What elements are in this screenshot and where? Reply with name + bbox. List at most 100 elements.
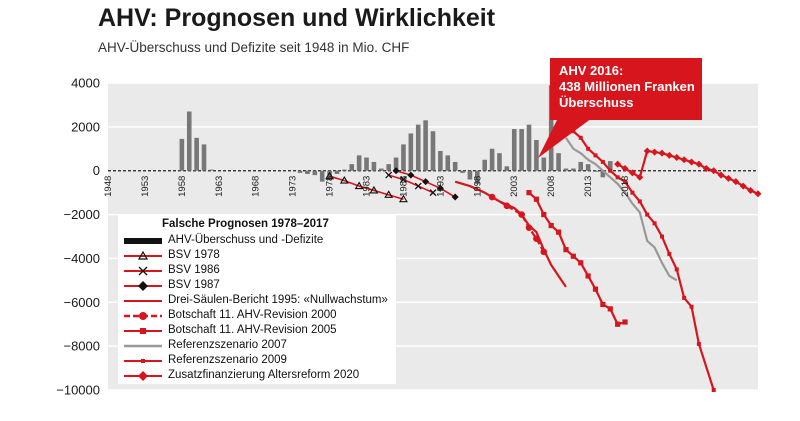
series-marker bbox=[711, 388, 716, 392]
chart-title: AHV: Prognosen und Wirklichkeit bbox=[98, 4, 496, 32]
y-tick-label: −2000 bbox=[63, 207, 100, 222]
legend-swatch-dashed-dot-icon bbox=[124, 312, 162, 320]
series-marker bbox=[645, 212, 650, 217]
series-marker bbox=[585, 273, 591, 279]
chart-subtitle: AHV-Überschuss und Defizite seit 1948 in… bbox=[98, 40, 410, 55]
x-tick-label: 1973 bbox=[288, 176, 299, 197]
actual-bar bbox=[201, 144, 207, 171]
series-marker bbox=[518, 211, 525, 218]
series-marker bbox=[525, 224, 533, 232]
series-marker bbox=[754, 190, 762, 198]
actual-bar bbox=[393, 157, 399, 171]
actual-bar bbox=[452, 161, 458, 171]
x-tick-label: 1993 bbox=[435, 176, 446, 197]
series-marker bbox=[696, 341, 701, 346]
legend-item-actual: AHV-Überschuss und -Defizite bbox=[124, 234, 396, 249]
series-marker bbox=[325, 171, 335, 180]
y-tick-label: −8000 bbox=[63, 339, 100, 354]
series-marker bbox=[503, 202, 511, 210]
series-marker bbox=[615, 321, 621, 327]
legend-swatch-gray-line-icon bbox=[124, 344, 162, 348]
series-marker bbox=[578, 260, 584, 266]
series-marker bbox=[533, 196, 540, 202]
legend-label: Referenzszenario 2007 bbox=[168, 339, 287, 351]
actual-bar bbox=[475, 170, 480, 184]
series-marker bbox=[541, 211, 547, 218]
series-marker bbox=[526, 190, 532, 196]
series-marker bbox=[724, 174, 732, 182]
actual-bar bbox=[511, 129, 517, 171]
legend-label: Botschaft 11. AHV-Revision 2000 bbox=[168, 309, 337, 321]
x-tick-label: 1978 bbox=[325, 176, 336, 197]
legend-label: Zusatzfinanzierung Altersreform 2020 bbox=[168, 369, 360, 381]
series-marker bbox=[392, 167, 400, 175]
actual-bar bbox=[585, 164, 591, 171]
series-marker bbox=[621, 165, 629, 173]
legend: Falsche Prognosen 1978–2017 AHV-Überschu… bbox=[118, 214, 396, 384]
series-marker bbox=[578, 135, 583, 140]
legend-item-ref2007: Referenzszenario 2007 bbox=[124, 339, 396, 354]
series-marker bbox=[622, 319, 628, 325]
y-tick-label: −10000 bbox=[56, 383, 100, 398]
series-marker bbox=[739, 182, 747, 190]
x-tick-label: 1958 bbox=[177, 176, 188, 197]
series-marker bbox=[540, 248, 548, 256]
x-tick-label: 1963 bbox=[214, 176, 225, 197]
y-tick-label: −4000 bbox=[63, 251, 100, 266]
callout-line-1: AHV 2016: bbox=[559, 63, 624, 78]
series-marker bbox=[422, 178, 430, 186]
callout-line-3: Überschuss bbox=[559, 95, 634, 110]
series-marker bbox=[667, 252, 672, 257]
series-marker bbox=[414, 182, 422, 190]
actual-bar bbox=[534, 140, 539, 171]
legend-label: BSV 1986 bbox=[168, 264, 220, 276]
series-marker bbox=[665, 151, 673, 159]
actual-bar bbox=[571, 168, 576, 171]
series-marker bbox=[548, 222, 554, 229]
series-marker bbox=[623, 179, 628, 184]
actual-bar bbox=[600, 170, 606, 178]
series-line-7 bbox=[565, 137, 678, 282]
series-marker bbox=[710, 167, 718, 175]
series-marker bbox=[615, 175, 620, 180]
legend-label: BSV 1978 bbox=[168, 249, 220, 261]
actual-bar bbox=[430, 131, 436, 171]
series-marker bbox=[607, 306, 613, 312]
actual-bar bbox=[379, 168, 384, 171]
series-marker bbox=[399, 176, 407, 183]
series-marker bbox=[673, 154, 681, 162]
actual-bar bbox=[438, 150, 443, 171]
y-tick-label: 2000 bbox=[71, 119, 100, 134]
series-marker bbox=[652, 221, 657, 226]
series-marker bbox=[747, 186, 755, 194]
series-marker bbox=[398, 194, 408, 203]
legend-swatch-diamond-red-icon bbox=[124, 371, 162, 381]
x-tick-label: 1953 bbox=[140, 176, 151, 197]
series-marker bbox=[488, 193, 496, 201]
x-tick-label: 2018 bbox=[620, 176, 631, 197]
callout-box: AHV 2016: 438 Millionen Franken Überschu… bbox=[550, 58, 702, 120]
legend-swatch-bar-icon bbox=[124, 238, 162, 244]
x-tick-label: 1998 bbox=[472, 176, 483, 197]
series-marker bbox=[354, 181, 364, 190]
actual-bar bbox=[423, 120, 428, 171]
series-marker bbox=[682, 295, 687, 300]
actual-bar bbox=[607, 161, 613, 171]
actual-bar bbox=[497, 153, 502, 171]
actual-bar bbox=[445, 155, 451, 171]
actual-bar bbox=[489, 148, 495, 171]
series-marker bbox=[384, 190, 394, 198]
actual-bar bbox=[541, 157, 547, 171]
series-marker bbox=[636, 173, 644, 181]
actual-bar bbox=[186, 111, 192, 171]
x-tick-label: 1968 bbox=[251, 176, 262, 197]
legend-item-dreisaeulen: Drei-Säulen-Bericht 1995: «Nullwachstum» bbox=[124, 294, 396, 309]
legend-item-bsv1987: BSV 1987 bbox=[124, 279, 396, 294]
series-marker bbox=[593, 153, 598, 158]
series-marker bbox=[658, 149, 666, 157]
series-marker bbox=[429, 189, 437, 197]
actual-bar bbox=[519, 129, 524, 171]
legend-label: AHV-Überschuss und -Defizite bbox=[168, 234, 324, 246]
series-marker bbox=[451, 193, 459, 201]
series-marker bbox=[533, 235, 540, 242]
